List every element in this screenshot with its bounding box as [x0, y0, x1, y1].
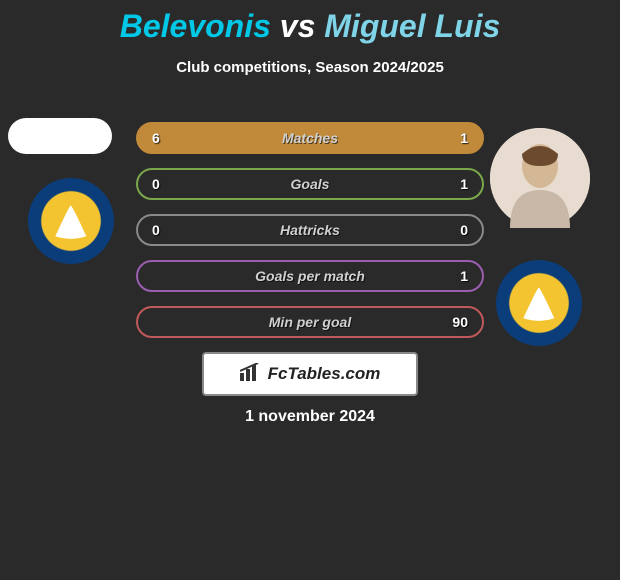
stat-row-hattricks: 0 Hattricks 0 [136, 214, 484, 246]
stat-row-matches: 6 Matches 1 [136, 122, 484, 154]
date-text: 1 november 2024 [0, 408, 620, 426]
stat-label: Min per goal [138, 314, 482, 330]
stat-left-value: 6 [152, 130, 160, 146]
player2-name: Miguel Luis [324, 8, 500, 44]
player1-club-badge [28, 178, 114, 264]
stat-right-value: 90 [452, 314, 468, 330]
player2-avatar [490, 128, 590, 228]
player1-avatar [8, 118, 112, 154]
stat-right-value: 1 [460, 130, 468, 146]
stat-row-goals-per-match: Goals per match 1 [136, 260, 484, 292]
watermark: FcTables.com [202, 352, 418, 396]
player1-name: Belevonis [120, 8, 271, 44]
stat-label: Goals per match [138, 268, 482, 284]
stat-left-value: 0 [152, 222, 160, 238]
stat-label: Matches [138, 130, 482, 146]
subtitle: Club competitions, Season 2024/2025 [0, 59, 620, 76]
stat-left-value: 0 [152, 176, 160, 192]
watermark-text: FcTables.com [268, 364, 381, 384]
stat-right-value: 1 [460, 268, 468, 284]
stat-row-min-per-goal: Min per goal 90 [136, 306, 484, 338]
stat-right-value: 0 [460, 222, 468, 238]
stat-row-goals: 0 Goals 1 [136, 168, 484, 200]
page-title: Belevonis vs Miguel Luis [0, 0, 620, 45]
stat-label: Hattricks [138, 222, 482, 238]
stat-right-value: 1 [460, 176, 468, 192]
bars-icon [240, 363, 262, 386]
stat-label: Goals [138, 176, 482, 192]
stats-table: 6 Matches 1 0 Goals 1 0 Hattricks 0 Goal… [136, 122, 484, 352]
vs-text: vs [280, 8, 316, 44]
player2-club-badge [496, 260, 582, 346]
